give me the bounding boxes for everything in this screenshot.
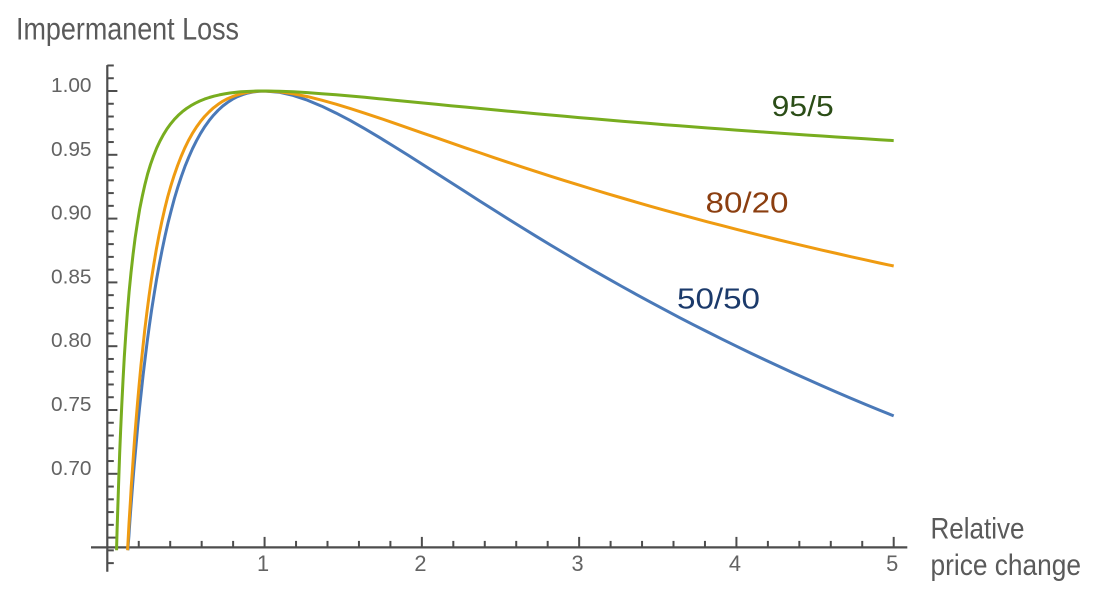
svg-text:1: 1	[257, 551, 269, 576]
svg-text:80/20: 80/20	[706, 188, 789, 220]
svg-text:0.75: 0.75	[51, 393, 92, 416]
svg-text:3: 3	[572, 551, 584, 576]
svg-text:Relative: Relative	[931, 513, 1025, 546]
svg-text:1.00: 1.00	[51, 74, 92, 97]
svg-text:Impermanent Loss: Impermanent Loss	[16, 12, 239, 47]
svg-text:95/5: 95/5	[772, 91, 834, 123]
svg-text:0.80: 0.80	[51, 329, 92, 352]
svg-text:5: 5	[886, 551, 898, 576]
svg-text:0.95: 0.95	[51, 138, 92, 161]
svg-text:2: 2	[414, 551, 426, 576]
svg-text:0.70: 0.70	[51, 457, 92, 480]
svg-text:50/50: 50/50	[677, 284, 760, 316]
svg-text:0.85: 0.85	[51, 265, 92, 288]
svg-text:4: 4	[729, 551, 741, 576]
svg-text:price change: price change	[931, 549, 1082, 582]
svg-text:0.90: 0.90	[51, 202, 92, 225]
